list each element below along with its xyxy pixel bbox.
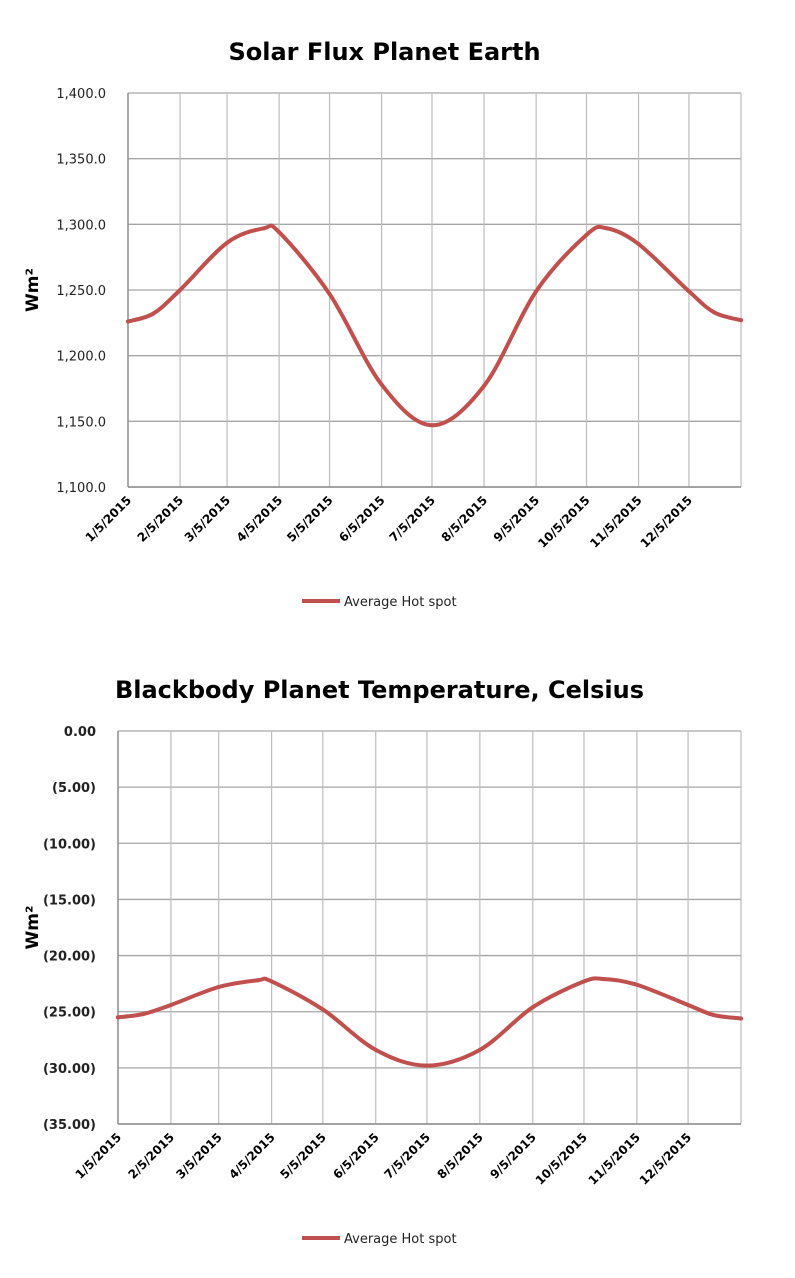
y-tick-label: 1,300.0 xyxy=(56,218,106,233)
x-tick-label: 7/5/2015 xyxy=(387,493,439,545)
data-point xyxy=(636,242,641,247)
x-tick-label: 9/5/2015 xyxy=(487,1130,539,1182)
x-tick-label: 7/5/2015 xyxy=(382,1130,434,1182)
x-tick-label: 12/5/2015 xyxy=(637,1130,694,1187)
data-point xyxy=(262,226,267,231)
x-tick-label: 6/5/2015 xyxy=(336,493,388,545)
y-tick-label: 1,100.0 xyxy=(56,481,106,496)
data-point xyxy=(424,1063,429,1068)
data-point xyxy=(379,382,384,387)
legend: Average Hot spot xyxy=(302,595,457,610)
x-tick-label: 5/5/2015 xyxy=(277,1130,329,1182)
y-tick-label: 0.00 xyxy=(64,725,96,740)
chart-1: Solar Flux Planet Earth 1,100.0 1,150.0 1,2… xyxy=(23,38,743,610)
data-point xyxy=(581,979,586,984)
data-point xyxy=(711,1013,716,1018)
data-point xyxy=(686,1002,691,1007)
data-point xyxy=(712,310,717,315)
series-line xyxy=(126,223,743,428)
data-point xyxy=(634,982,639,987)
x-tick-label: 1/5/2015 xyxy=(83,493,135,545)
y-tick-label: 1,200.0 xyxy=(56,350,106,365)
data-point xyxy=(482,383,487,388)
y-tick-label: 1,150.0 xyxy=(56,415,106,430)
x-tick-label: 11/5/2015 xyxy=(586,1130,643,1187)
y-tick-label: (30.00) xyxy=(43,1062,96,1077)
x-tick-label: 3/5/2015 xyxy=(182,493,234,545)
data-point xyxy=(168,1002,173,1007)
x-tick-label: 8/5/2015 xyxy=(434,1130,486,1182)
data-point xyxy=(225,240,230,245)
data-point xyxy=(320,1007,325,1012)
data-point xyxy=(534,289,539,294)
x-tick-label: 3/5/2015 xyxy=(173,1130,225,1182)
data-point xyxy=(141,1011,146,1016)
y-tick-label: 1,350.0 xyxy=(56,153,106,168)
data-point xyxy=(327,291,332,296)
data-point xyxy=(602,977,607,982)
y-tick-label: (10.00) xyxy=(43,837,96,852)
y-tick-label: (20.00) xyxy=(43,950,96,965)
x-tick-label: 8/5/2015 xyxy=(439,493,491,545)
y-tick-label: (5.00) xyxy=(52,781,96,796)
data-point xyxy=(739,318,743,323)
legend: Average Hot spot xyxy=(302,1232,457,1247)
data-point xyxy=(373,1047,378,1052)
data-point xyxy=(429,423,434,428)
data-point xyxy=(126,319,130,324)
y-axis-label: Wm² xyxy=(23,268,43,312)
chart-2: Blackbody Planet Temperature, Celsius (35… xyxy=(23,676,743,1247)
x-tick-label: 1/5/2015 xyxy=(73,1130,125,1182)
x-tick-label: 4/5/2015 xyxy=(226,1130,278,1182)
data-point xyxy=(277,230,282,235)
y-tick-label: 1,250.0 xyxy=(56,284,106,299)
series-line xyxy=(116,976,743,1068)
chart-title: Solar Flux Planet Earth xyxy=(228,38,540,66)
y-tick-label: (25.00) xyxy=(43,1006,96,1021)
data-point xyxy=(255,978,260,983)
data-point xyxy=(178,288,183,292)
x-tick-label: 11/5/2015 xyxy=(587,493,644,550)
x-tick-label: 5/5/2015 xyxy=(284,493,336,545)
data-point xyxy=(477,1047,482,1052)
x-tick-label: 4/5/2015 xyxy=(234,493,286,545)
data-point xyxy=(604,226,609,231)
y-tick-label: (15.00) xyxy=(43,893,96,908)
data-point xyxy=(739,1016,743,1021)
x-tick-label: 10/5/2015 xyxy=(533,1130,590,1187)
y-tick-label: 1,400.0 xyxy=(56,87,106,102)
x-tick-label: 12/5/2015 xyxy=(638,493,695,550)
data-point xyxy=(530,1005,535,1010)
y-tick-label: (35.00) xyxy=(43,1118,96,1133)
data-point xyxy=(686,289,691,294)
data-point xyxy=(584,232,589,237)
data-point xyxy=(151,311,156,316)
y-axis-label: Wm² xyxy=(23,906,43,950)
x-tick-label: 9/5/2015 xyxy=(491,493,543,545)
data-point xyxy=(116,1015,120,1020)
data-point xyxy=(269,979,274,984)
legend-label: Average Hot spot xyxy=(344,595,457,610)
x-tick-label: 2/5/2015 xyxy=(126,1130,178,1182)
x-tick-label: 10/5/2015 xyxy=(535,493,592,550)
data-point xyxy=(216,985,221,990)
chart-title: Blackbody Planet Temperature, Celsius xyxy=(115,676,644,704)
x-tick-label: 2/5/2015 xyxy=(135,493,187,545)
legend-label: Average Hot spot xyxy=(344,1232,457,1247)
x-tick-label: 6/5/2015 xyxy=(330,1130,382,1182)
